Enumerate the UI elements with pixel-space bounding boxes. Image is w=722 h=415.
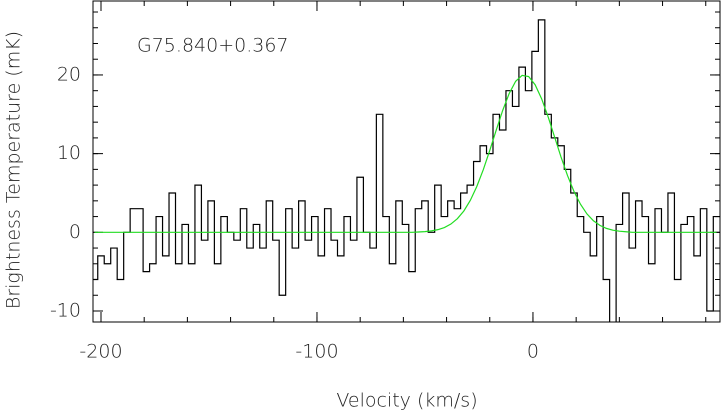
gaussian-fit [94, 74, 717, 233]
x-tick-label: -200 [79, 341, 122, 363]
y-axis-label: Brightness Temperature (mK) [3, 31, 25, 309]
x-tick-label: -100 [295, 341, 338, 363]
y-tick-label: 0 [69, 221, 81, 243]
x-tick-label: 0 [527, 341, 539, 363]
x-axis-label: Velocity (km/s) [336, 390, 477, 412]
annotation: G75.840+0.367 [137, 35, 289, 57]
y-tick-label: -10 [50, 299, 81, 321]
y-tick-label: 20 [57, 63, 81, 85]
plot-frame [92, 0, 721, 323]
spectrum [93, 19, 720, 322]
y-tick-label: 10 [57, 142, 81, 164]
